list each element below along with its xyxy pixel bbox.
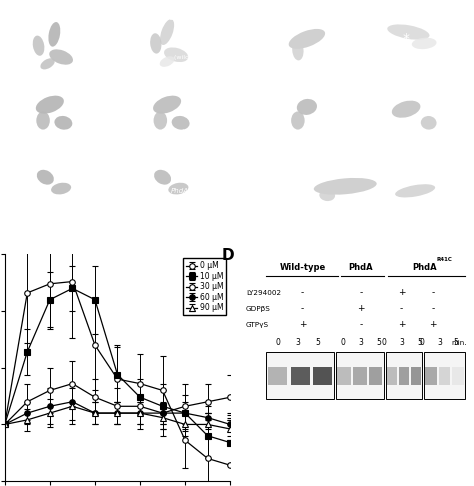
Ellipse shape: [289, 29, 325, 49]
Ellipse shape: [48, 22, 60, 47]
Bar: [313, 366, 332, 385]
Bar: [369, 366, 383, 385]
Text: -: -: [359, 320, 363, 329]
Bar: [387, 366, 397, 385]
Ellipse shape: [55, 116, 73, 130]
Text: 3: 3: [399, 338, 404, 347]
Text: PhdAR41C-GFP: PhdAR41C-GFP: [171, 188, 223, 194]
Text: +: +: [357, 304, 365, 313]
Ellipse shape: [160, 19, 174, 45]
Bar: [353, 366, 366, 385]
Text: 5: 5: [417, 338, 422, 347]
Bar: [452, 366, 464, 385]
Text: B: B: [251, 12, 262, 27]
Text: (wild-type cells): (wild-type cells): [173, 54, 223, 59]
Ellipse shape: [172, 116, 190, 130]
Text: 5: 5: [453, 338, 458, 347]
Text: D: D: [221, 247, 234, 262]
Bar: [266, 352, 334, 399]
Text: (pi3k null cells): (pi3k null cells): [175, 129, 223, 134]
Text: -: -: [359, 288, 363, 297]
Bar: [399, 366, 409, 385]
Ellipse shape: [154, 111, 167, 130]
Text: PhdA: PhdA: [349, 263, 374, 273]
Ellipse shape: [421, 116, 437, 130]
Text: PhdAR41C in wild-type: PhdAR41C in wild-type: [385, 224, 465, 229]
Ellipse shape: [291, 111, 305, 130]
Ellipse shape: [49, 50, 73, 65]
Text: PhdA-GFP: PhdA-GFP: [189, 40, 223, 47]
Ellipse shape: [412, 37, 437, 49]
Ellipse shape: [160, 56, 174, 67]
Text: (wild-type cells): (wild-type cells): [173, 202, 223, 207]
Ellipse shape: [33, 35, 45, 56]
Text: 3: 3: [438, 338, 442, 347]
Text: min.: min.: [452, 340, 467, 346]
Text: GDPβS: GDPβS: [246, 306, 271, 312]
Text: PhdA in wild-type: PhdA in wild-type: [404, 89, 465, 95]
Ellipse shape: [153, 96, 181, 114]
Bar: [337, 366, 351, 385]
Text: -: -: [301, 304, 304, 313]
Ellipse shape: [387, 24, 429, 40]
Ellipse shape: [395, 184, 435, 197]
Bar: [268, 366, 287, 385]
Text: +: +: [398, 320, 405, 329]
Text: -: -: [431, 304, 435, 313]
Ellipse shape: [292, 40, 303, 60]
Text: 0 sec: 0 sec: [32, 12, 58, 22]
Ellipse shape: [319, 190, 335, 201]
Text: -: -: [400, 304, 403, 313]
Text: A: A: [11, 12, 23, 27]
Text: -: -: [301, 288, 304, 297]
Ellipse shape: [314, 178, 377, 195]
Text: 5: 5: [377, 338, 382, 347]
Legend: 0 μM, 10 μM, 30 μM, 60 μM, 90 μM: 0 μM, 10 μM, 30 μM, 60 μM, 90 μM: [183, 258, 227, 315]
Bar: [439, 366, 450, 385]
Text: PhdA-GFP: PhdA-GFP: [189, 115, 223, 122]
Ellipse shape: [154, 170, 171, 185]
Text: R41C: R41C: [437, 257, 453, 261]
Text: 3: 3: [295, 338, 301, 347]
Text: +: +: [429, 320, 437, 329]
Text: 6 sec: 6 sec: [154, 12, 180, 22]
Text: *: *: [255, 171, 262, 184]
Bar: [411, 366, 421, 385]
Ellipse shape: [297, 99, 317, 115]
Ellipse shape: [40, 58, 55, 69]
Text: *: *: [255, 96, 262, 109]
Ellipse shape: [164, 48, 188, 62]
Text: 0: 0: [275, 338, 280, 347]
Text: 0: 0: [419, 338, 424, 347]
Text: LY294002: LY294002: [246, 290, 281, 296]
Ellipse shape: [168, 183, 188, 194]
Bar: [291, 366, 310, 385]
Text: -: -: [431, 288, 435, 297]
Text: +: +: [299, 320, 306, 329]
Bar: [425, 366, 437, 385]
Ellipse shape: [392, 101, 420, 118]
Text: 0: 0: [381, 338, 386, 347]
Bar: [386, 352, 422, 399]
Ellipse shape: [36, 96, 64, 114]
Text: 0: 0: [340, 338, 346, 347]
Ellipse shape: [37, 170, 54, 185]
Bar: [424, 352, 465, 399]
Ellipse shape: [150, 33, 162, 53]
Text: GTPγS: GTPγS: [246, 322, 269, 328]
Ellipse shape: [51, 183, 71, 194]
Text: *: *: [402, 32, 410, 46]
Text: PhdA: PhdA: [412, 263, 437, 273]
Text: Wild-type: Wild-type: [279, 263, 326, 273]
Text: PhdA in pi3k null: PhdA in pi3k null: [406, 164, 465, 170]
Text: 5: 5: [316, 338, 320, 347]
Text: 3: 3: [359, 338, 364, 347]
Text: +: +: [398, 288, 405, 297]
Ellipse shape: [36, 111, 50, 130]
Bar: [336, 352, 383, 399]
